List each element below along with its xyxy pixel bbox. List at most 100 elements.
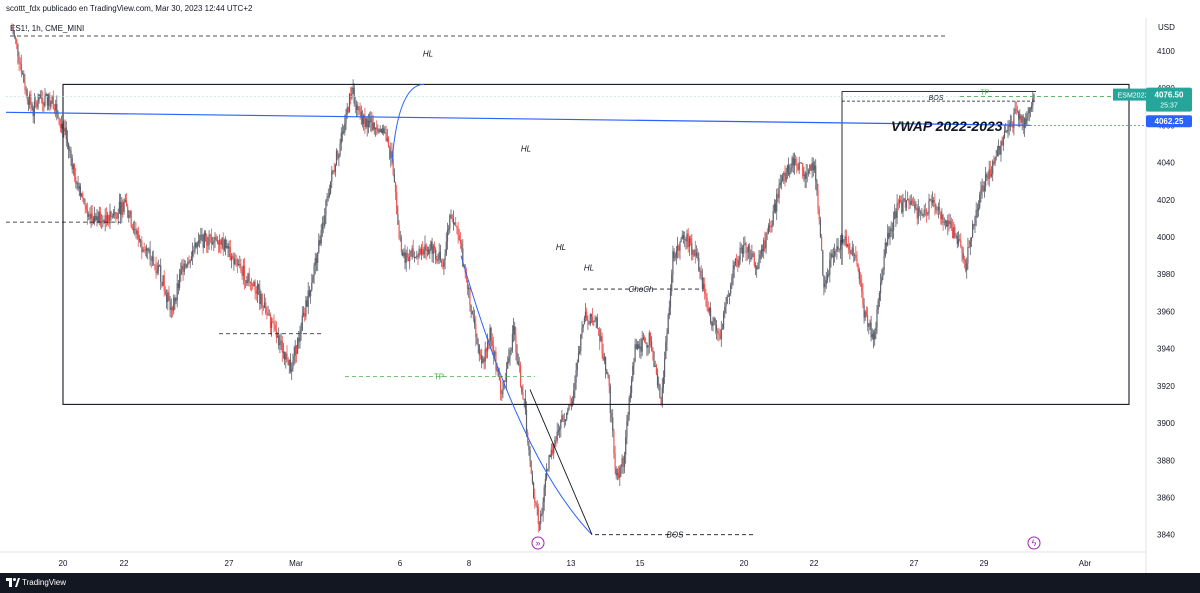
candle-body [651, 341, 653, 348]
candle-body [582, 324, 584, 328]
candle-body [73, 164, 76, 177]
candle-body [610, 413, 613, 418]
candle-body [654, 365, 656, 367]
candle-body [380, 128, 382, 133]
x-tick-label: Mar [289, 559, 303, 568]
candle-body [160, 265, 162, 282]
candle-body [656, 374, 659, 386]
candle-body [213, 240, 215, 243]
candle-body [687, 233, 689, 248]
candle-body [501, 393, 503, 394]
candle-body [399, 237, 401, 239]
candle-body [461, 243, 463, 249]
candle-body [557, 430, 559, 432]
candle-body [601, 336, 603, 354]
candle-body [449, 215, 451, 229]
candle-body [14, 36, 17, 40]
candle-body [749, 245, 751, 259]
candle-body [433, 245, 436, 250]
candle-body [354, 103, 356, 105]
candle-body [12, 28, 14, 34]
candle-body [131, 226, 133, 230]
candle-body [695, 252, 698, 256]
candle-body [307, 290, 309, 307]
candle-body [753, 253, 755, 266]
candle-body [436, 259, 438, 262]
candle-body [448, 228, 450, 231]
candle-body [770, 225, 772, 228]
candle-body [268, 314, 270, 316]
candle-body [423, 250, 425, 255]
x-tick-label: 20 [59, 559, 68, 568]
candle-body [402, 252, 404, 256]
candle-body [905, 200, 908, 208]
candle-body [293, 355, 295, 362]
candle-body [44, 96, 46, 106]
event-arrows-glyph: » [535, 538, 540, 548]
candle-body [442, 263, 444, 267]
candle-body [64, 127, 66, 132]
y-tick-label: 3900 [1157, 419, 1175, 428]
candle-body [227, 245, 229, 249]
candle-body [677, 245, 679, 251]
candle-body [134, 228, 136, 230]
candle-body [228, 246, 230, 249]
candle-body [188, 261, 190, 263]
candle-body [910, 200, 912, 205]
last-price-tag-bg [1146, 87, 1192, 112]
candle-body [392, 158, 394, 175]
candle-body [194, 242, 196, 252]
candle-body [560, 420, 562, 429]
candle-body [805, 172, 807, 179]
candle-body [241, 271, 243, 276]
candle-body [232, 256, 234, 259]
candle-body [1026, 113, 1028, 124]
candle-body [531, 473, 533, 483]
candle-body [973, 224, 975, 226]
candle-body [857, 264, 859, 271]
candle-body [547, 468, 549, 470]
candle-body [673, 251, 675, 259]
candle-body [63, 129, 65, 132]
candle-body [633, 361, 635, 367]
candle-body [105, 215, 107, 223]
candle-body [71, 157, 73, 170]
candle-body [252, 284, 254, 287]
candle-body [607, 374, 609, 375]
candle-body [192, 250, 194, 257]
candle-body [485, 348, 487, 352]
candle-body [406, 253, 408, 258]
candle-body [417, 255, 419, 257]
candle-body [939, 207, 941, 212]
symbol-tag-label: ESM2023 [1118, 93, 1149, 100]
candle-body [145, 248, 148, 252]
candle-body [961, 246, 963, 253]
candle-body [379, 128, 381, 133]
candle-body [109, 211, 111, 224]
chart-area[interactable]: ES1!, 1h, CME_MINIUSD4100408040604040402… [0, 18, 1200, 573]
candle-body [564, 419, 567, 422]
price-chart[interactable]: ES1!, 1h, CME_MINIUSD4100408040604040402… [0, 18, 1200, 573]
candle-body [129, 211, 131, 215]
candle-body [76, 182, 78, 184]
candle-body [57, 113, 59, 118]
candle-body [84, 203, 86, 206]
candle-body [101, 221, 103, 223]
candle-body [256, 284, 259, 294]
candle-body [376, 127, 378, 130]
candle-body [83, 198, 85, 204]
candle-body [597, 328, 600, 330]
candle-body [383, 128, 385, 133]
candle-body [691, 242, 693, 255]
candle-body [779, 183, 781, 185]
candle-body [804, 174, 806, 179]
candle-body [855, 255, 857, 259]
candle-body [409, 256, 411, 262]
candle-body [733, 265, 735, 270]
candle-body [948, 220, 950, 225]
candle-body [298, 338, 300, 342]
tradingview-logo-icon [6, 578, 20, 587]
symbol-tag-bg [1113, 88, 1153, 101]
candle-body [438, 252, 440, 259]
candle-body [187, 261, 189, 265]
